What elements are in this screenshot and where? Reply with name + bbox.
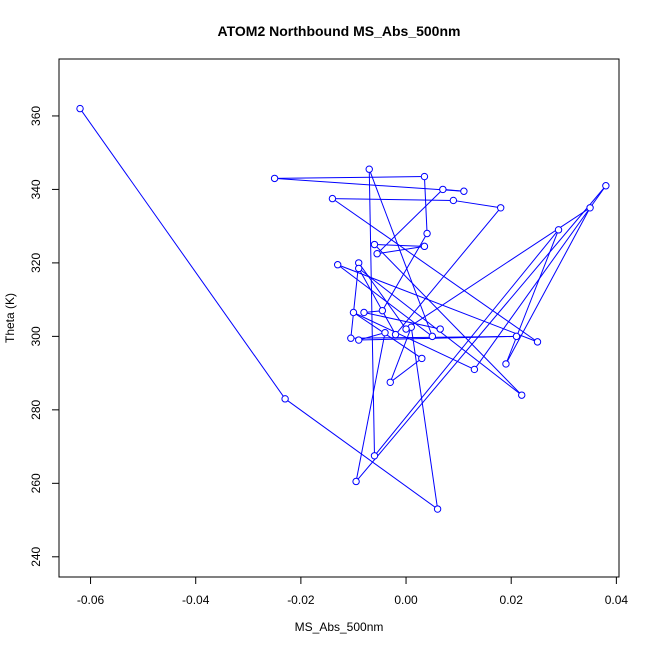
- data-point: [381, 328, 389, 337]
- data-point: [554, 226, 563, 234]
- y-axis-ticks: 240 260 280 300 320 340 360: [29, 106, 59, 567]
- x-tick-label: -0.02: [287, 593, 315, 607]
- x-tick-label: -0.04: [182, 593, 210, 607]
- data-point: [378, 306, 387, 315]
- data-point: [496, 204, 505, 212]
- data-point: [352, 477, 360, 486]
- series-points: [76, 104, 610, 513]
- series-segment: [410, 327, 439, 510]
- series-segment: [355, 332, 386, 482]
- data-point: [428, 332, 437, 341]
- data-point: [370, 452, 379, 460]
- series-segment: [381, 233, 428, 311]
- data-point: [533, 338, 542, 346]
- data-point: [347, 334, 355, 342]
- data-point: [418, 354, 426, 363]
- x-tick-label: -0.06: [77, 593, 105, 607]
- data-point: [518, 391, 526, 399]
- data-point: [512, 332, 521, 341]
- data-point: [355, 264, 363, 273]
- series-segment: [353, 312, 423, 359]
- data-point: [602, 182, 610, 190]
- y-tick-label: 260: [29, 473, 43, 493]
- data-point: [449, 196, 458, 205]
- y-tick-label: 280: [29, 400, 43, 420]
- series-segment: [350, 262, 360, 339]
- data-point: [586, 204, 594, 212]
- data-point: [433, 505, 442, 513]
- data-point: [76, 104, 84, 113]
- chart-title: ATOM2 Northbound MS_Abs_500nm: [218, 23, 461, 39]
- y-tick-label: 340: [29, 179, 43, 199]
- series-segment: [274, 177, 464, 192]
- series-segment: [376, 189, 444, 255]
- series-segment: [368, 169, 375, 456]
- series-segment: [368, 169, 433, 337]
- data-point: [436, 325, 444, 333]
- y-tick-label: 240: [29, 546, 43, 566]
- data-point: [270, 174, 279, 183]
- data-point: [420, 242, 429, 251]
- series-segment: [337, 264, 433, 337]
- series-segment: [79, 108, 286, 400]
- series-segment: [274, 176, 425, 179]
- data-point: [373, 250, 381, 258]
- data-point: [333, 261, 342, 269]
- series-segment: [405, 207, 591, 330]
- y-axis-label: Theta (K): [3, 293, 17, 343]
- x-axis-label: MS_Abs_500nm: [295, 620, 384, 634]
- x-axis-ticks: -0.06 -0.04 -0.02 0.00 0.02 0.04: [77, 577, 629, 607]
- series-segment: [353, 312, 475, 370]
- series-line: [79, 108, 607, 510]
- series-segment: [358, 262, 407, 330]
- y-tick-label: 320: [29, 253, 43, 273]
- y-tick-label: 300: [29, 326, 43, 346]
- series-segment: [505, 207, 591, 365]
- series-segment: [389, 358, 423, 383]
- series-segment: [377, 245, 425, 255]
- data-point: [360, 308, 368, 317]
- series-segment: [358, 268, 396, 335]
- data-point: [281, 395, 289, 403]
- series-segment: [355, 185, 607, 482]
- data-point: [460, 187, 468, 195]
- data-point: [349, 308, 358, 317]
- x-tick-label: 0.04: [605, 593, 629, 607]
- series-segment: [332, 198, 454, 201]
- y-tick-label: 360: [29, 106, 43, 126]
- data-point: [470, 365, 479, 374]
- data-point: [370, 240, 379, 249]
- x-tick-label: 0.00: [394, 593, 418, 607]
- series-segment: [374, 244, 523, 396]
- data-point: [365, 165, 373, 173]
- plot-frame: [58, 58, 620, 578]
- data-point: [355, 336, 363, 344]
- data-point: [423, 229, 431, 238]
- data-point: [439, 185, 447, 194]
- series-segment: [332, 198, 538, 343]
- series-segment: [389, 327, 412, 383]
- series-segment: [395, 207, 502, 335]
- series-segment: [453, 199, 501, 209]
- data-point: [328, 194, 337, 203]
- data-point: [386, 378, 394, 386]
- series-segment: [505, 229, 559, 365]
- data-point: [420, 172, 429, 181]
- series-segment: [423, 176, 428, 234]
- x-tick-label: 0.02: [500, 593, 524, 607]
- data-point: [402, 325, 410, 333]
- series-segment: [374, 244, 425, 247]
- series-segment: [363, 312, 441, 330]
- data-point: [502, 360, 510, 368]
- series-segment: [374, 229, 559, 457]
- data-point: [391, 330, 400, 339]
